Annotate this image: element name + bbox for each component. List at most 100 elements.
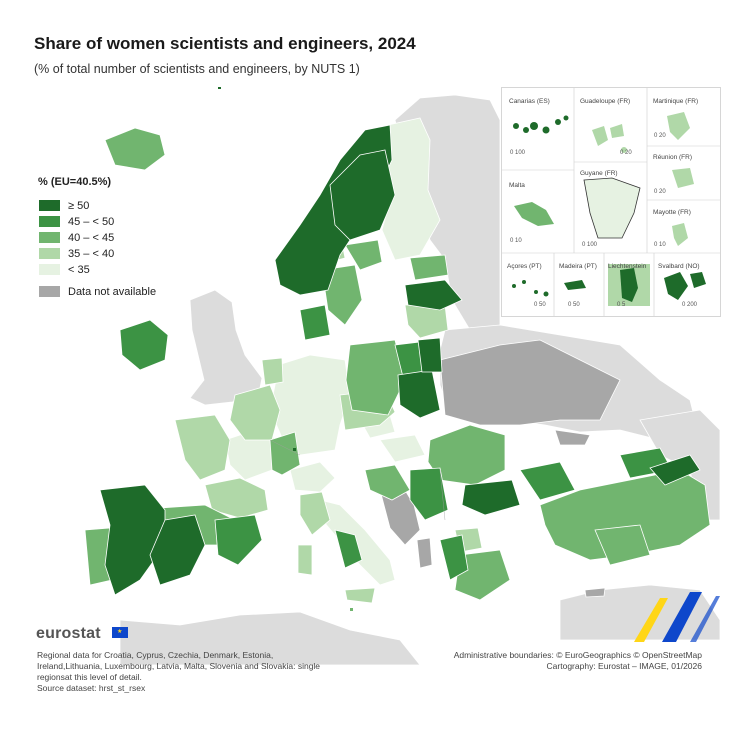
sicily <box>344 587 376 604</box>
map-title: Share of women scientists and engineers,… <box>34 34 416 53</box>
inset-scale-reunion: 0 20 <box>654 189 666 195</box>
malta-shape <box>514 202 554 226</box>
no-data-regions <box>379 339 621 598</box>
ireland <box>119 319 169 371</box>
hungary-part <box>379 434 426 463</box>
legend-label: 35 – < 40 <box>68 247 115 260</box>
france-west <box>174 414 231 481</box>
uk <box>189 289 263 406</box>
legend-item: 40 – < 45 <box>38 230 156 245</box>
inset-label-martinique: Martinique (FR) <box>653 98 699 105</box>
cyprus-turkey-east <box>594 524 651 566</box>
sweden-mid <box>344 239 383 271</box>
legend-item: 35 – < 40 <box>38 246 156 261</box>
latvia <box>404 279 463 311</box>
svalbard-shapes <box>664 272 706 300</box>
sea-labels-decor <box>269 439 446 521</box>
legend-label: ≥ 50 <box>68 199 90 212</box>
source-line: Source dataset: hrst_st_rsex <box>37 683 146 693</box>
turkey <box>539 469 711 561</box>
legend-item: < 35 <box>38 262 156 277</box>
denmark <box>299 304 331 341</box>
benelux <box>261 357 284 386</box>
ukraine-south-dark <box>554 429 591 446</box>
liechtenstein-shape <box>620 268 638 302</box>
bulgaria <box>461 479 521 516</box>
inset-label-madeira: Madeira (PT) <box>559 263 597 270</box>
martinique-shape <box>667 112 690 140</box>
eurostat-chevron-logo <box>634 592 720 642</box>
inset-scale-acores: 0 50 <box>534 302 546 308</box>
class-lt35 <box>224 117 441 586</box>
inset-label-reunion: Réunion (FR) <box>653 154 693 161</box>
inset-label-malta: Malta <box>509 182 525 189</box>
greece-north <box>439 534 469 581</box>
credit-line: Cartography: Eurostat – IMAGE, 01/2026 <box>546 661 702 671</box>
croatia <box>364 464 411 501</box>
legend-swatch <box>38 247 61 260</box>
inset-scale-guyane: 0 100 <box>582 242 598 248</box>
legend-swatch-na <box>38 285 61 298</box>
france-east <box>269 431 301 476</box>
inset-scale-malta: 0 10 <box>510 238 522 244</box>
footnote-line: regionsat this level of detail. <box>37 672 142 682</box>
inset-label-svalbard: Svalbard (NO) <box>658 263 700 270</box>
spain-center <box>149 514 206 586</box>
albania <box>416 537 433 569</box>
inset-scale-martinique: 0 20 <box>654 133 666 139</box>
footnote: Regional data for Croatia, Cyprus, Czech… <box>37 650 337 694</box>
reunion-shape <box>672 168 694 188</box>
inset-scale-liechtenstein: 0 5 <box>617 302 626 308</box>
legend-swatch <box>38 231 61 244</box>
inset-scale-svalbard: 0 200 <box>682 302 698 308</box>
sweden-south <box>321 264 363 326</box>
lithuania <box>404 304 449 339</box>
canarias-shapes <box>513 115 569 134</box>
north-africa <box>119 611 421 666</box>
inset-label-canarias: Canarias (ES) <box>509 98 550 105</box>
inset-maps <box>502 88 720 316</box>
legend-item-na: Data not available <box>38 284 156 299</box>
credits: Administrative boundaries: © EuroGeograp… <box>454 650 702 672</box>
acores-shapes <box>512 280 549 297</box>
liechtenstein-dot <box>293 448 296 451</box>
legend-swatch <box>38 199 61 212</box>
legend-label: 40 – < 45 <box>68 231 115 244</box>
turkey-north-east <box>649 454 701 486</box>
legend-title: % (EU=40.5%) <box>38 176 112 188</box>
poland-east <box>397 369 441 419</box>
credit-line: Administrative boundaries: © EuroGeograp… <box>453 650 702 660</box>
inset-scale-guadeloupe: 0 20 <box>620 150 632 156</box>
inset-scale-mayotte: 0 10 <box>654 242 666 248</box>
estonia <box>409 254 449 281</box>
malta-dot <box>350 608 353 611</box>
inset-label-guyane: Guyane (FR) <box>580 170 618 177</box>
canarias-mark <box>218 87 221 89</box>
footnote-line: Ireland,Lithuania, Luxembourg, Latvia, M… <box>37 661 321 671</box>
sardinia <box>297 544 313 576</box>
footnote-line: Regional data for Croatia, Cyprus, Czech… <box>37 650 274 660</box>
greece-islands <box>454 549 511 601</box>
inset-scale-canarias: 0 100 <box>510 150 526 156</box>
russia-west <box>439 339 621 426</box>
lithuania-east <box>417 337 443 373</box>
legend-label: < 35 <box>68 263 90 276</box>
legend-label-na: Data not available <box>68 285 157 298</box>
spain-east <box>214 514 263 566</box>
legend-item: 45 – < 50 <box>38 214 156 229</box>
italy-center <box>299 491 331 536</box>
eurostat-logo: eurostat <box>36 625 101 642</box>
class-ge50 <box>99 124 701 596</box>
sweden-north <box>329 149 396 241</box>
turkey-north-west <box>519 461 576 501</box>
iceland <box>104 127 166 171</box>
legend-swatch <box>38 263 61 276</box>
map-legend: % (EU=40.5%) ≥ 50 45 – < 50 40 – < 45 35… <box>38 176 156 300</box>
inset-label-mayotte: Mayotte (FR) <box>653 209 691 216</box>
inset-label-liechtenstein: Liechtenstein <box>608 263 647 270</box>
poland-west <box>345 339 406 416</box>
legend-swatch <box>38 215 61 228</box>
map-subtitle: (% of total number of scientists and eng… <box>34 62 360 76</box>
spain-west <box>99 484 166 596</box>
